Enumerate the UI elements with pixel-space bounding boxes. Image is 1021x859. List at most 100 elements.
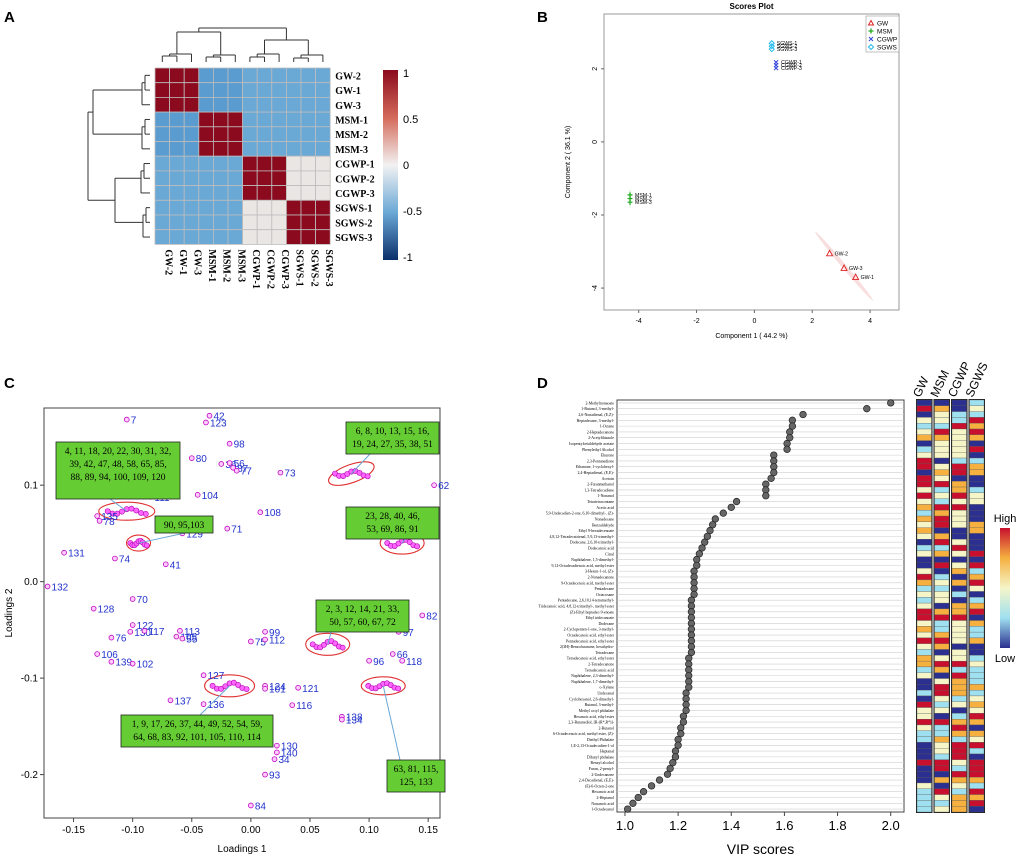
heatmap-cell [227,185,244,201]
heatmap-cell [242,229,258,245]
heat-cell [916,713,932,720]
heat-cell [951,782,967,789]
loading-point-label: 93 [269,771,281,782]
compound-label: 9,12-Octadecadienoic acid, methyl ester [551,564,614,569]
heatmap-cell [242,82,258,98]
heat-cell [951,684,967,691]
heat-cell [916,782,932,789]
heatmap-cell [300,111,317,128]
heat-cell [969,788,985,795]
x-axis-label: Loadings 1 [218,844,267,855]
score-point-gw [851,273,860,281]
heat-cell [951,515,967,523]
heatmap-cell [212,229,229,245]
cluster-annotation-text: 4, 11, 18, 20, 22, 30, 31, 32, [65,447,172,457]
heatmap-cell [227,111,244,128]
compound-label: Nonadecane [595,517,614,521]
heat-cell [934,713,950,720]
heatmap-col-label: GW-1 [177,249,188,275]
heatmap-cell [154,214,171,231]
heat-cell [916,620,932,627]
heatmap-cell [271,155,287,172]
heatmap-cell [315,141,331,157]
vip-point [706,526,714,535]
heatmap-cell [256,82,273,98]
heatmap-cell [169,199,185,216]
score-point-gw [825,249,834,257]
heatmap-cell [271,97,287,113]
heatmap-cell [242,111,258,128]
loading-point [123,416,130,423]
compound-label: Pentadecanoic acid, ethyl ester [566,639,615,644]
vip-point [623,805,632,813]
heatmap-cell [242,185,258,201]
compound-label: 2-Heptanol [596,796,614,800]
x-tick-label: 2.0 [882,818,900,833]
loading-point [274,742,280,749]
heatmap-cell [212,97,229,113]
heatmap-cell [183,199,200,216]
compound-label: 2,6-Nonadienal, (E,Z)- [578,413,614,418]
heat-cell [934,782,950,789]
heat-cell [951,440,967,447]
loading-point [218,461,225,467]
heat-cell [969,539,985,546]
loading-point [419,612,426,619]
heat-cell [951,678,967,685]
heat-cell [916,533,932,540]
loading-point [339,644,346,651]
heatmap-cell [212,185,229,201]
heat-cell [934,498,950,505]
heat-cell [969,602,985,610]
x-tick-label: 0.15 [418,825,438,836]
heat-cell [951,643,967,650]
heatmap-cell [154,111,171,128]
loading-point [200,672,207,679]
heatmap-cell [256,67,273,84]
compound-label: Acetic acid [596,506,614,510]
heatmap-cell [315,155,331,172]
loading-point-label: 75 [255,637,267,648]
heatmap-cell [315,229,331,245]
compound-label: 2,4-Decadienal, (E,E)- [579,779,615,784]
heat-cell [916,660,932,668]
heat-cell [969,434,985,441]
heat-cell [969,399,985,406]
compound-label: 1,E-2,13-Octadecadien-1-ol [571,744,614,749]
loading-point [206,412,213,419]
heat-cell [916,794,932,801]
loading-point-label: 99 [269,628,281,639]
heat-cell [951,724,967,731]
heatmap-col-label: CGWP-2 [265,249,276,288]
heatmap-cell [271,185,287,201]
heatmap-cell [285,170,302,186]
heatmap-cell [300,214,317,231]
loading-point [399,657,405,664]
loading-point [262,636,268,643]
loading-point-label: 139 [115,658,132,669]
compound-label: 1,3-Tetradecadiene [584,488,614,493]
loading-point [321,641,327,648]
heatmap-col-label: MSM-1 [206,249,217,282]
heatmap-cell [212,111,229,128]
vip-point [863,405,871,413]
heat-cell [916,742,932,749]
heat-cell [951,713,967,720]
score-point-sgws [768,45,775,53]
heat-cell [916,481,932,488]
heatmap-cell [256,185,273,201]
heatmap-cell [315,97,331,113]
heat-cell [934,597,950,604]
compound-label: Naphthalene, 2,3-dimethyl- [571,674,615,679]
heat-cell [951,434,967,441]
heat-cell [934,695,950,702]
x-tick-label: -2 [693,318,699,325]
heat-cell [916,562,932,569]
y-tick-label: 0.1 [24,481,38,492]
heatmap-row-label: GW-3 [335,101,361,112]
cluster-ellipse [305,632,351,656]
heat-cell [916,515,932,523]
score-point-gw [840,264,848,271]
loading-point [364,473,371,480]
heat-cell [969,631,985,639]
